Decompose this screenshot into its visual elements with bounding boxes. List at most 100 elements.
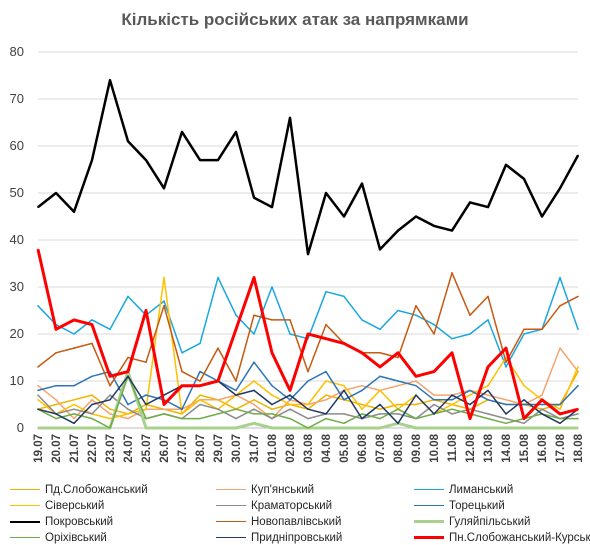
legend-item: Куп'янський <box>216 482 314 497</box>
legend-swatch <box>216 489 246 490</box>
data-point <box>325 394 327 396</box>
legend-item: Краматорський <box>216 498 332 513</box>
data-point <box>199 403 201 406</box>
legend-swatch <box>216 505 246 506</box>
x-tick-label: 15.08 <box>519 433 531 462</box>
x-tick-label: 12.08 <box>465 433 477 462</box>
data-point <box>289 319 291 321</box>
data-point <box>91 323 93 326</box>
series-lines <box>36 78 580 430</box>
data-point <box>289 117 291 119</box>
data-point <box>325 413 327 415</box>
data-point <box>289 408 291 411</box>
data-point <box>415 417 417 420</box>
data-point <box>559 305 561 307</box>
data-point <box>91 427 93 429</box>
data-point <box>559 403 561 406</box>
legend-label: Краматорський <box>251 499 333 512</box>
series-line <box>37 371 579 415</box>
data-point <box>307 403 309 406</box>
data-point <box>55 427 57 429</box>
series-line <box>37 276 579 368</box>
data-point <box>505 361 507 364</box>
data-point <box>199 417 201 420</box>
data-point <box>181 427 183 429</box>
x-tick-label: 23.07 <box>105 434 117 463</box>
series-11 <box>36 248 579 421</box>
data-point <box>55 413 57 415</box>
data-point <box>163 403 165 406</box>
legend-label: Гуляйпільський <box>449 515 531 528</box>
legend-label: Торецький <box>449 499 505 512</box>
data-point <box>505 347 507 349</box>
data-point <box>469 394 471 396</box>
data-point <box>559 413 561 415</box>
data-point <box>379 427 381 429</box>
data-point <box>91 403 93 406</box>
x-tick-label: 06.08 <box>357 433 369 462</box>
data-point <box>415 380 417 382</box>
y-tick-label: 40 <box>10 232 24 247</box>
x-tick-label: 13.08 <box>483 433 495 462</box>
data-point <box>55 399 57 401</box>
data-point <box>469 201 471 204</box>
data-point <box>451 408 453 411</box>
data-point <box>523 384 525 387</box>
x-tick-label: 01.08 <box>267 433 279 462</box>
data-point <box>181 384 183 387</box>
data-point <box>523 399 525 401</box>
data-point <box>361 319 363 321</box>
data-point <box>235 328 237 331</box>
data-point <box>37 408 39 411</box>
data-point <box>253 361 255 364</box>
x-tick-label: 27.07 <box>177 434 189 463</box>
data-point <box>523 333 525 335</box>
legend-swatch <box>10 505 40 506</box>
data-point <box>91 342 93 345</box>
data-point <box>325 192 327 194</box>
data-point <box>487 389 489 392</box>
x-tick-label: 16.08 <box>537 433 549 462</box>
data-point <box>145 361 147 364</box>
x-tick-label: 17.08 <box>555 433 567 462</box>
data-point <box>235 408 237 411</box>
legend-label: Пд.Слобожанський <box>45 483 148 496</box>
data-point <box>163 413 165 415</box>
data-point <box>253 403 255 406</box>
data-point <box>55 384 57 387</box>
data-point <box>541 399 543 401</box>
data-point <box>361 408 363 411</box>
data-point <box>361 403 363 406</box>
data-point <box>55 417 57 420</box>
data-point <box>271 394 273 396</box>
data-point <box>271 352 273 354</box>
data-point <box>379 248 381 251</box>
data-point <box>109 384 111 387</box>
data-point <box>181 131 183 133</box>
data-point <box>217 159 219 161</box>
data-point <box>109 375 111 378</box>
legend-item: Покровський <box>10 514 113 529</box>
data-point <box>73 403 75 406</box>
data-point <box>541 328 543 331</box>
data-point <box>451 394 453 396</box>
data-point <box>487 206 489 208</box>
data-point <box>127 413 129 415</box>
y-tick-label: 30 <box>10 279 24 294</box>
data-point <box>289 333 291 335</box>
data-point <box>397 356 399 359</box>
data-point <box>577 413 579 415</box>
data-point <box>577 417 579 420</box>
data-point <box>235 314 237 317</box>
data-point <box>433 427 435 429</box>
legend-label: Придніпровський <box>251 531 343 544</box>
data-point <box>181 352 183 354</box>
x-tick-label: 03.08 <box>303 433 315 462</box>
data-point <box>379 366 381 368</box>
data-point <box>253 399 255 401</box>
legend-label: Лиманський <box>449 483 514 496</box>
data-point <box>307 417 309 420</box>
data-point <box>235 380 237 382</box>
data-point <box>577 366 579 368</box>
data-point <box>487 295 489 298</box>
